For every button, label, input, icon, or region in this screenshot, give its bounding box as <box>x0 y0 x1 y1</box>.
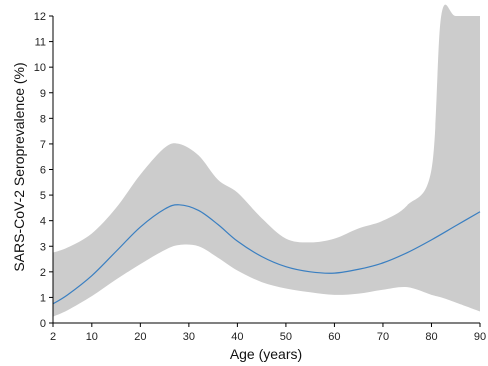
y-tick-label: 2 <box>40 267 46 279</box>
x-tick-label: 70 <box>377 331 389 343</box>
y-tick-label: 9 <box>40 88 46 100</box>
x-tick-label: 50 <box>280 331 292 343</box>
y-tick-label: 1 <box>40 292 46 304</box>
series-line-0 <box>52 204 481 305</box>
x-tick-label: 2 <box>50 331 56 343</box>
y-axis-title: SARS-CoV-2 Seroprevalence (%) <box>11 62 27 271</box>
confidence-band <box>53 4 480 317</box>
x-tick-label: 60 <box>328 331 340 343</box>
x-tick-label: 30 <box>183 331 195 343</box>
x-tick-label: 80 <box>425 331 437 343</box>
y-tick-label: 12 <box>34 11 46 23</box>
y-tick-label: 3 <box>40 241 46 253</box>
y-tick-label: 11 <box>35 37 46 49</box>
plot-area <box>52 4 481 317</box>
y-tick-label: 5 <box>40 190 46 202</box>
y-tick-label: 4 <box>40 216 46 228</box>
y-tick-label: 7 <box>40 139 46 151</box>
y-tick-label: 8 <box>40 113 46 125</box>
y-tick-label: 0 <box>40 318 46 330</box>
y-tick-label: 6 <box>40 165 46 177</box>
x-axis-title: Age (years) <box>230 346 302 362</box>
x-tick-label: 20 <box>134 331 146 343</box>
x-tick-label: 90 <box>474 331 486 343</box>
x-tick-label: 10 <box>86 331 98 343</box>
x-tick-label: 40 <box>231 331 243 343</box>
y-tick-label: 10 <box>34 62 46 74</box>
